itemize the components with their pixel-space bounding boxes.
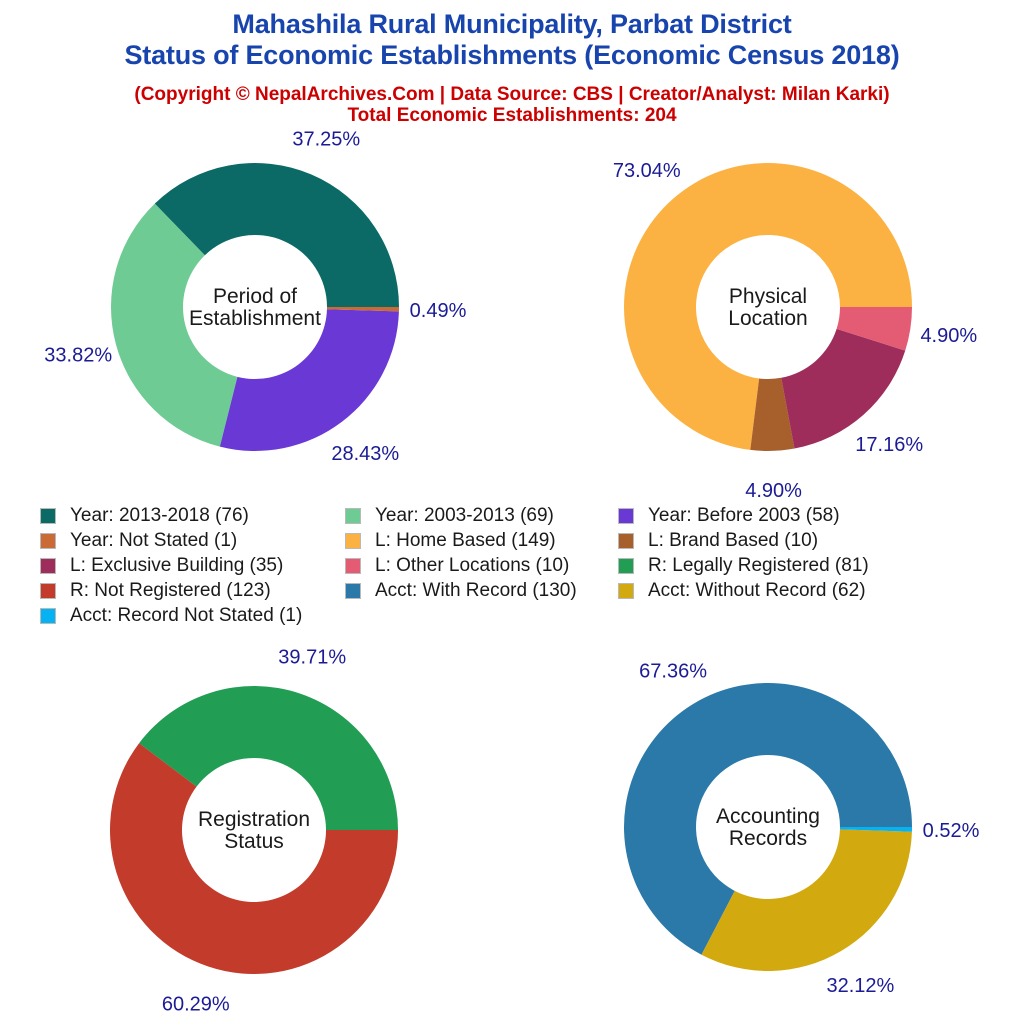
donut-slice bbox=[154, 163, 399, 307]
legend-item: L: Exclusive Building (35) bbox=[40, 553, 302, 578]
percent-label: 4.90% bbox=[920, 325, 977, 347]
percent-label: 33.82% bbox=[44, 344, 112, 366]
donut-slice bbox=[326, 307, 399, 312]
legend-swatch bbox=[345, 557, 361, 574]
legend-label: L: Brand Based (10) bbox=[648, 529, 819, 551]
legend-item: Year: 2003-2013 (69) bbox=[345, 503, 577, 528]
legend-label: Acct: Without Record (62) bbox=[648, 579, 866, 601]
donut-center-label: Period of bbox=[213, 285, 297, 308]
legend-swatch bbox=[345, 532, 361, 549]
legend-swatch bbox=[618, 557, 634, 574]
legend-label: Year: 2003-2013 (69) bbox=[375, 504, 554, 526]
legend-item: Year: Not Stated (1) bbox=[40, 528, 302, 553]
legend-swatch bbox=[618, 582, 634, 599]
legend-swatch bbox=[618, 507, 634, 524]
donut-slice bbox=[781, 328, 906, 449]
percent-label: 39.71% bbox=[278, 647, 346, 669]
percent-label: 67.36% bbox=[639, 661, 707, 683]
percent-label: 0.49% bbox=[410, 300, 467, 322]
total-establishments-line: Total Economic Establishments: 204 bbox=[347, 105, 677, 126]
donut-center-label: Registration bbox=[198, 808, 310, 831]
donut-slice bbox=[624, 163, 912, 450]
donut-slice bbox=[750, 377, 795, 452]
legend-label: R: Not Registered (123) bbox=[70, 579, 271, 601]
percent-label: 32.12% bbox=[826, 975, 894, 997]
legend-swatch bbox=[40, 532, 56, 549]
legend-column-3: Year: Before 2003 (58) L: Brand Based (10… bbox=[618, 503, 869, 603]
donut-center-label: Accounting bbox=[716, 805, 820, 828]
donut-slice bbox=[839, 827, 912, 832]
percent-label: 60.29% bbox=[162, 994, 230, 1016]
legend-swatch bbox=[40, 507, 56, 524]
legend-item: Year: Before 2003 (58) bbox=[618, 503, 869, 528]
legend-label: Year: 2013-2018 (76) bbox=[70, 504, 249, 526]
legend-label: Year: Not Stated (1) bbox=[70, 529, 238, 551]
donut-center-label: Physical bbox=[729, 285, 807, 308]
legend-item: Acct: With Record (130) bbox=[345, 578, 577, 603]
legend-item: R: Legally Registered (81) bbox=[618, 553, 869, 578]
legend-label: Year: Before 2003 (58) bbox=[648, 504, 840, 526]
legend-label: L: Exclusive Building (35) bbox=[70, 554, 284, 576]
legend-swatch bbox=[40, 557, 56, 574]
page-title: Mahashila Rural Municipality, Parbat Dis… bbox=[0, 9, 1024, 71]
legend-label: L: Other Locations (10) bbox=[375, 554, 570, 576]
legend-swatch bbox=[345, 507, 361, 524]
donut-slice bbox=[701, 829, 912, 971]
legend-item: R: Not Registered (123) bbox=[40, 578, 302, 603]
legend-label: L: Home Based (149) bbox=[375, 529, 556, 551]
legend-column-2: Year: 2003-2013 (69) L: Home Based (149) L… bbox=[345, 503, 577, 603]
page-title-line2: Status of Economic Establishments (Econo… bbox=[124, 40, 900, 70]
legend-item: Acct: Record Not Stated (1) bbox=[40, 603, 302, 628]
legend-swatch bbox=[345, 582, 361, 599]
percent-label: 28.43% bbox=[331, 443, 399, 465]
donut-center-label: Records bbox=[729, 827, 807, 850]
percent-label: 73.04% bbox=[613, 160, 681, 182]
percent-label: 17.16% bbox=[855, 434, 923, 456]
donut-slice bbox=[624, 682, 912, 955]
legend-swatch bbox=[40, 582, 56, 599]
legend-label: Acct: With Record (130) bbox=[375, 579, 577, 601]
legend-item: L: Other Locations (10) bbox=[345, 553, 577, 578]
legend-item: L: Brand Based (10) bbox=[618, 528, 869, 553]
copyright-line: (Copyright © NepalArchives.Com | Data So… bbox=[134, 84, 890, 105]
legend-item: Acct: Without Record (62) bbox=[618, 578, 869, 603]
donut-center-label: Status bbox=[224, 830, 284, 853]
donut-slice bbox=[111, 203, 238, 447]
donut-chart-period-of-establishment: 37.25% 33.82% 28.43% 0.49% Period ofEstablis… bbox=[44, 129, 467, 466]
legend-label: R: Legally Registered (81) bbox=[648, 554, 869, 576]
donut-center-label: Location bbox=[728, 307, 807, 330]
percent-label: 4.90% bbox=[745, 480, 802, 502]
donut-slice bbox=[139, 686, 398, 830]
legend-swatch bbox=[40, 607, 56, 624]
legend-item: Year: 2013-2018 (76) bbox=[40, 503, 302, 528]
legend-item: L: Home Based (149) bbox=[345, 528, 577, 553]
legend-column-1: Year: 2013-2018 (76) Year: Not Stated (1)… bbox=[40, 503, 302, 628]
percent-label: 0.52% bbox=[923, 820, 980, 842]
percent-label: 37.25% bbox=[292, 129, 360, 151]
donut-slice bbox=[219, 309, 399, 451]
donut-slice bbox=[110, 743, 398, 975]
donut-center-label: Establishment bbox=[189, 307, 321, 330]
donut-slice bbox=[836, 307, 912, 351]
legend-swatch bbox=[618, 532, 634, 549]
legend-label: Acct: Record Not Stated (1) bbox=[70, 604, 303, 626]
page-title-line1: Mahashila Rural Municipality, Parbat Dis… bbox=[232, 9, 792, 39]
